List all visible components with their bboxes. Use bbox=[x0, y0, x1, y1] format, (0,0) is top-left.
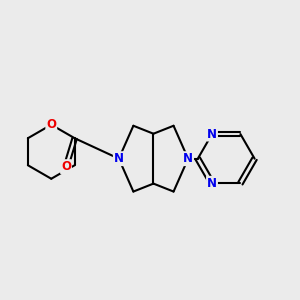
Text: O: O bbox=[61, 160, 71, 173]
Text: N: N bbox=[114, 152, 124, 165]
Text: N: N bbox=[183, 152, 193, 165]
Text: O: O bbox=[46, 118, 56, 131]
Text: N: N bbox=[207, 128, 217, 141]
Text: N: N bbox=[207, 177, 217, 190]
